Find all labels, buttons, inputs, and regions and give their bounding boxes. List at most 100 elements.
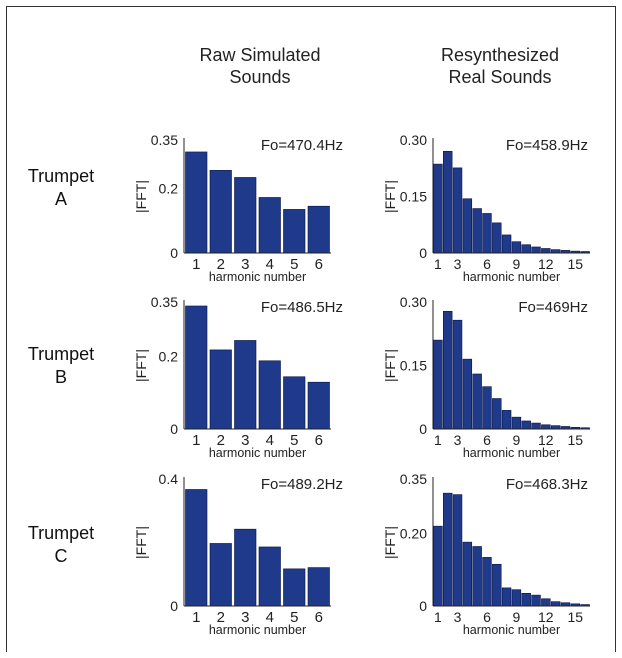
row-label-trumpet-b: Trumpet B [16, 343, 106, 389]
bar-h9 [511, 416, 522, 430]
bar-h3 [452, 319, 463, 430]
y-tick-label: 0.35 [151, 132, 178, 148]
x-tick-label: 2 [217, 256, 225, 273]
x-tick-label: 3 [454, 432, 462, 448]
y-tick-label: 0.15 [400, 189, 427, 205]
y-tick-label: 0 [419, 421, 427, 437]
bar-h11 [531, 594, 541, 607]
bar-h8 [501, 587, 512, 607]
x-tick-label: 5 [290, 609, 298, 626]
bar-h2 [209, 170, 232, 254]
bar-h3 [234, 340, 257, 430]
x-tick-label: 1 [192, 256, 200, 273]
fo-annotation: Fo=469Hz [518, 299, 588, 316]
y-tick-label: 0 [419, 245, 427, 261]
row-label-a-line2: A [54, 189, 67, 209]
bar-h1 [433, 525, 443, 607]
x-tick-label: 2 [217, 609, 225, 626]
x-tick-label: 6 [483, 256, 491, 272]
bar-h2 [443, 492, 453, 607]
bar-h9 [511, 241, 522, 254]
x-axis-label: harmonic number [463, 270, 560, 284]
x-tick-label: 6 [315, 432, 323, 449]
bar-h7 [492, 563, 502, 607]
x-axis-label: harmonic number [463, 446, 560, 460]
x-tick-label: 9 [513, 256, 521, 272]
bar-h13 [550, 425, 561, 430]
bar-h6 [307, 205, 330, 254]
y-tick-label: 0 [170, 598, 178, 614]
x-tick-label: 1 [434, 432, 442, 448]
bar-h3 [452, 494, 463, 607]
bar-h2 [443, 151, 453, 254]
y-tick-label: 0.35 [400, 471, 427, 487]
bar-h4 [462, 358, 473, 430]
y-axis-label: |FFT| [133, 180, 149, 213]
y-axis-label: |FFT| [382, 349, 398, 382]
x-tick-label: 15 [568, 432, 584, 448]
row-label-b-line2: B [54, 367, 67, 387]
y-axis-label: |FFT| [382, 526, 398, 559]
y-axis-label: |FFT| [382, 180, 398, 213]
x-tick-label: 1 [192, 432, 200, 449]
y-tick-label: 0 [170, 245, 178, 261]
x-tick-label: 3 [241, 432, 249, 449]
bar-h2 [209, 349, 232, 430]
y-tick-label: 0.2 [159, 180, 179, 196]
bar-h5 [472, 546, 482, 607]
x-axis-label: harmonic number [209, 623, 306, 637]
bar-h8 [501, 410, 512, 430]
bar-h6 [482, 386, 492, 430]
bar-h6 [482, 557, 492, 607]
bar-h4 [258, 197, 281, 254]
x-tick-label: 3 [454, 256, 462, 272]
y-tick-label: 0.4 [159, 471, 179, 487]
x-axis-label: harmonic number [209, 270, 306, 284]
x-tick-label: 5 [290, 432, 298, 449]
bar-h12 [541, 424, 551, 430]
fo-annotation: Fo=489.2Hz [261, 476, 343, 493]
bar-h5 [472, 373, 482, 430]
y-tick-label: 0 [419, 598, 427, 614]
x-tick-label: 5 [290, 256, 298, 273]
bar-h12 [541, 248, 551, 254]
x-tick-label: 1 [192, 609, 200, 626]
x-tick-label: 3 [241, 609, 249, 626]
bar-h3 [234, 528, 257, 607]
y-tick-label: 0 [170, 421, 178, 437]
chart-panel-2: 0 0.15 0.30 1 3 6 9 12 15 harmonic number |FFT| Fo=… [382, 132, 590, 284]
x-tick-label: 3 [241, 256, 249, 273]
x-tick-label: 9 [513, 432, 521, 448]
x-tick-label: 15 [568, 256, 584, 272]
y-tick-label: 0.15 [400, 358, 427, 374]
bar-h5 [283, 568, 306, 607]
x-tick-label: 2 [217, 432, 225, 449]
column-title-resynth-line1: Resynthesized [440, 45, 560, 65]
y-tick-label: 0.30 [400, 132, 427, 148]
bar-h10 [521, 244, 531, 254]
y-axis-label: |FFT| [133, 349, 149, 382]
row-label-b-line1: Trumpet [27, 344, 95, 364]
row-label-a-line1: Trumpet [27, 166, 95, 186]
bar-h10 [521, 420, 531, 430]
bar-h11 [531, 422, 541, 430]
bar-h6 [307, 381, 330, 430]
x-tick-label: 6 [483, 609, 491, 625]
x-tick-label: 15 [568, 609, 584, 625]
bar-h4 [258, 546, 281, 607]
bar-h5 [283, 209, 306, 254]
x-tick-label: 4 [266, 609, 274, 626]
bar-h5 [283, 376, 306, 430]
bar-h1 [433, 339, 443, 430]
fo-annotation: Fo=470.4Hz [261, 137, 343, 154]
column-title-raw-line1: Raw Simulated [199, 45, 321, 65]
x-tick-label: 6 [315, 256, 323, 273]
column-title-resynth: Resynthesized Real Sounds [390, 44, 610, 88]
x-tick-label: 1 [434, 609, 442, 625]
bar-h4 [462, 198, 473, 254]
bar-h5 [472, 208, 482, 254]
x-tick-label: 4 [266, 256, 274, 273]
row-label-trumpet-c: Trumpet C [16, 522, 106, 568]
bar-h7 [492, 222, 502, 254]
x-tick-label: 6 [315, 609, 323, 626]
